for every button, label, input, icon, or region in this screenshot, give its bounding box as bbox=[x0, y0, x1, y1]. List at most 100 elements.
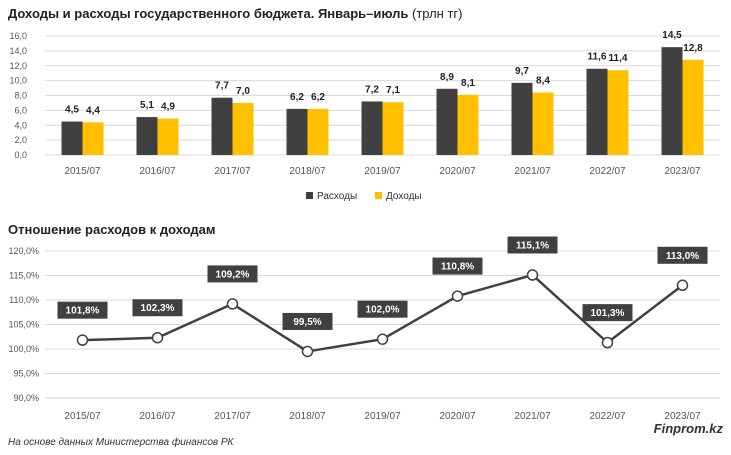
x-tick-label: 2020/07 bbox=[439, 166, 476, 177]
expenses-bar bbox=[661, 47, 683, 155]
income-bar bbox=[232, 102, 254, 155]
data-label: 99,5% bbox=[293, 317, 321, 328]
x-tick-label: 2018/07 bbox=[289, 166, 326, 177]
y-tick-label: 100,0% bbox=[8, 344, 39, 354]
expenses-bar bbox=[436, 88, 458, 155]
data-point bbox=[376, 333, 389, 345]
y-tick-label: 14,0 bbox=[9, 46, 27, 56]
bar-chart: 0,0 2,0 4,0 6,0 8,0 10,0 12,0 14,0 16,0 4,5 4,4 201… bbox=[9, 30, 720, 202]
x-tick-label: 2021/07 bbox=[514, 411, 551, 422]
income-value-label: 8,4 bbox=[536, 76, 550, 87]
source-note: На основе данных Министерства финансов Р… bbox=[8, 437, 234, 448]
y-tick-label: 2,0 bbox=[14, 135, 27, 145]
data-label: 101,3% bbox=[591, 308, 625, 319]
expenses-bar bbox=[136, 117, 158, 155]
data-point bbox=[301, 345, 314, 358]
expenses-bar bbox=[286, 108, 308, 155]
x-tick-label: 2016/07 bbox=[139, 411, 176, 422]
y-tick-label: 0,0 bbox=[14, 150, 27, 160]
x-tick-label: 2016/07 bbox=[139, 166, 176, 177]
x-tick-label: 2021/07 bbox=[514, 166, 551, 177]
bar-chart-title: Доходы и расходы государственного бюджет… bbox=[8, 6, 463, 21]
data-label: 115,1% bbox=[516, 241, 549, 252]
x-tick-label: 2017/07 bbox=[214, 166, 251, 177]
income-value-label: 11,4 bbox=[609, 53, 628, 64]
data-label-box bbox=[432, 257, 483, 275]
expenses-value-label: 8,9 bbox=[440, 72, 454, 83]
data-label: 109,2% bbox=[216, 269, 250, 280]
bar-chart-unit: (трлн тг) bbox=[412, 6, 463, 21]
y-tick-label: 95,0% bbox=[13, 369, 39, 379]
income-value-label: 6,2 bbox=[311, 92, 325, 103]
y-tick-label: 8,0 bbox=[14, 91, 27, 101]
expenses-bar bbox=[511, 82, 533, 155]
data-label: 101,8% bbox=[66, 306, 100, 317]
income-value-label: 12,8 bbox=[683, 43, 703, 54]
legend-income-label: Доходы bbox=[386, 191, 422, 202]
x-tick-label: 2020/07 bbox=[439, 411, 476, 422]
y-tick-label: 105,0% bbox=[8, 320, 39, 330]
income-bar bbox=[607, 70, 629, 155]
expenses-value-label: 4,5 bbox=[65, 105, 79, 116]
y-tick-label: 12,0 bbox=[9, 61, 27, 71]
data-label: 102,3% bbox=[141, 303, 175, 314]
data-point bbox=[601, 336, 614, 349]
data-label-box bbox=[207, 265, 258, 283]
y-tick-label: 90,0% bbox=[13, 393, 39, 403]
income-value-label: 4,4 bbox=[86, 105, 100, 116]
legend-expenses-label: Расходы bbox=[317, 191, 357, 202]
x-tick-label: 2022/07 bbox=[589, 411, 626, 422]
data-point bbox=[226, 298, 239, 310]
x-tick-label: 2019/07 bbox=[364, 166, 401, 177]
expenses-value-label: 9,7 bbox=[515, 66, 529, 77]
expenses-bar bbox=[361, 101, 383, 155]
legend-expenses-swatch bbox=[306, 192, 313, 199]
data-point bbox=[451, 290, 464, 302]
data-label: 102,0% bbox=[366, 305, 400, 316]
expenses-value-label: 6,2 bbox=[290, 92, 304, 103]
x-tick-label: 2019/07 bbox=[364, 411, 401, 422]
income-bar bbox=[382, 102, 404, 155]
x-tick-label: 2017/07 bbox=[214, 411, 251, 422]
y-tick-label: 4,0 bbox=[14, 120, 27, 130]
income-bar bbox=[157, 118, 179, 155]
expenses-value-label: 5,1 bbox=[140, 100, 154, 111]
income-bar bbox=[307, 108, 329, 155]
income-bar bbox=[457, 94, 479, 155]
expenses-value-label: 11,6 bbox=[588, 52, 607, 63]
line-chart-title: Отношение расходов к доходам bbox=[8, 222, 216, 237]
expenses-bar bbox=[61, 121, 83, 155]
data-label-box bbox=[357, 300, 408, 318]
data-label-box bbox=[582, 304, 633, 322]
legend-income-swatch bbox=[375, 192, 382, 199]
expenses-bar bbox=[586, 68, 608, 155]
data-point bbox=[526, 269, 539, 281]
bar-chart-title-text: Доходы и расходы государственного бюджет… bbox=[8, 6, 409, 21]
data-point bbox=[151, 331, 164, 344]
expenses-value-label: 7,2 bbox=[365, 84, 379, 95]
y-tick-label: 16,0 bbox=[9, 31, 27, 41]
data-point bbox=[676, 279, 689, 292]
data-label-box bbox=[507, 236, 558, 254]
data-label-box bbox=[282, 312, 333, 330]
income-value-label: 7,0 bbox=[236, 86, 250, 97]
y-tick-label: 10,0 bbox=[9, 76, 27, 86]
y-tick-label: 6,0 bbox=[14, 105, 27, 115]
data-label-box bbox=[657, 246, 708, 264]
income-value-label: 8,1 bbox=[461, 78, 475, 89]
data-label: 113,0% bbox=[666, 251, 699, 262]
y-tick-label: 115,0% bbox=[9, 271, 39, 281]
x-tick-label: 2022/07 bbox=[589, 166, 626, 177]
brand-logo-text: Finprom.kz bbox=[653, 421, 723, 436]
income-value-label: 7,1 bbox=[386, 85, 400, 96]
expenses-value-label: 7,7 bbox=[215, 81, 229, 92]
data-point bbox=[76, 334, 89, 346]
data-label-box bbox=[57, 301, 108, 319]
income-bar bbox=[682, 59, 704, 155]
expenses-value-label: 14,5 bbox=[662, 30, 682, 41]
income-bar bbox=[82, 122, 104, 155]
data-label: 110,8% bbox=[441, 262, 474, 273]
income-bar bbox=[532, 92, 554, 155]
income-value-label: 4,9 bbox=[161, 102, 175, 113]
